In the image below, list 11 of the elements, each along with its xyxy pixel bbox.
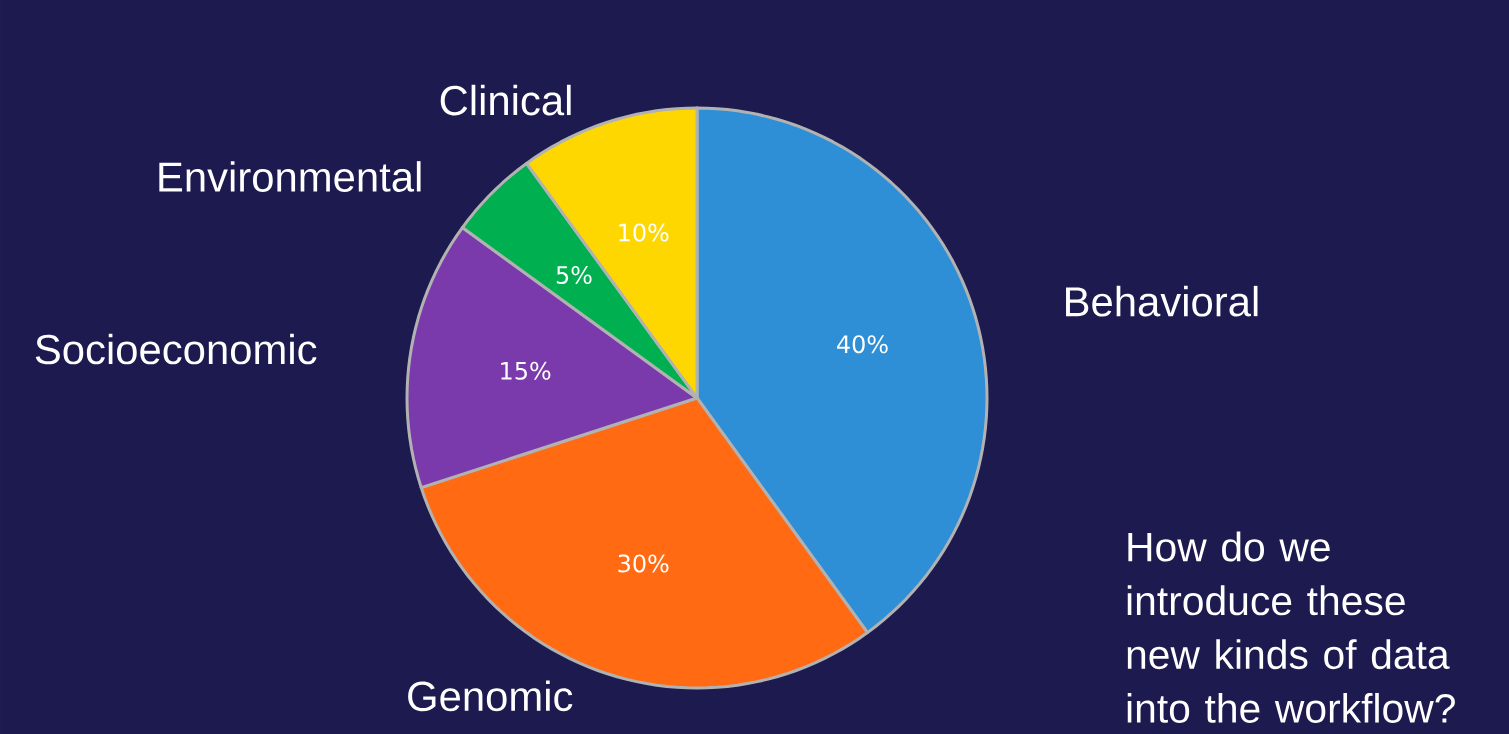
data-label: 30% [618, 554, 669, 573]
data-label: 10% [619, 223, 669, 242]
data-label: 5% [556, 265, 592, 284]
slice-label: Socioeconomic [35, 333, 317, 365]
data-label: 40% [837, 335, 888, 354]
slice-label: Behavioral [1066, 285, 1258, 317]
slice-label: Environmental [159, 161, 421, 192]
text: How do we introduce these new kinds of data into the workflow? [1127, 531, 1455, 723]
slice-label: Genomic [408, 680, 573, 712]
data-label: 15% [501, 361, 551, 380]
slice-label: Clinical [440, 84, 571, 116]
